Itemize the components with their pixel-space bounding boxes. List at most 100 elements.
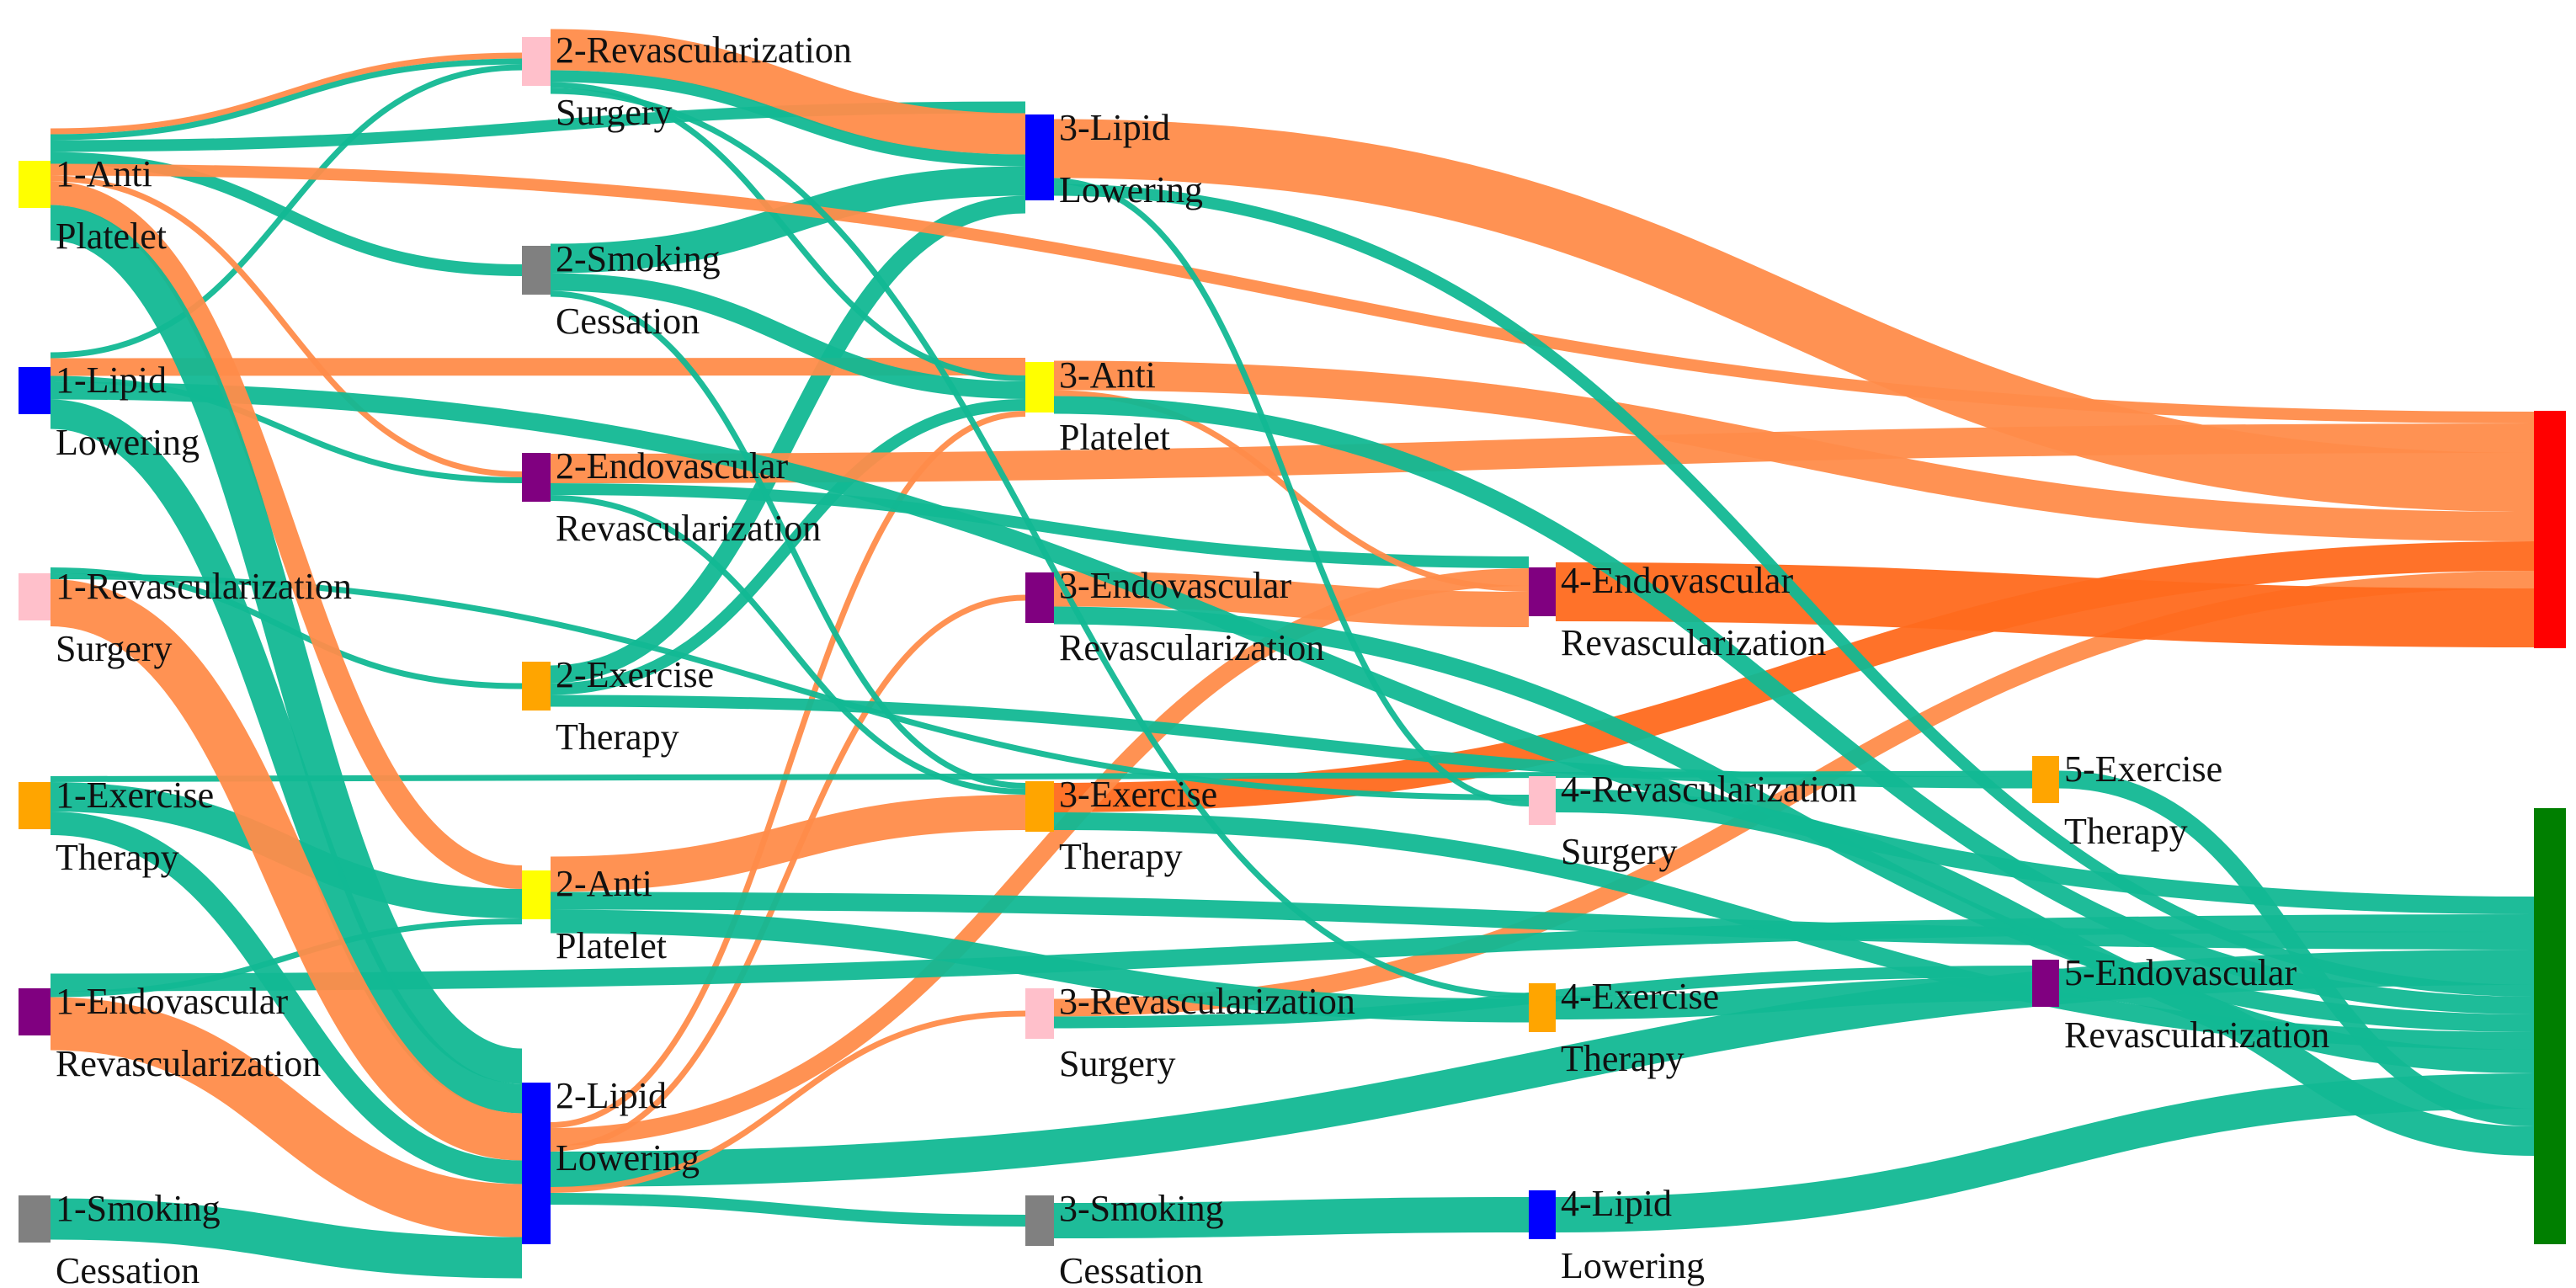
node-label-n4_ev-line-0: 4-Endovascular — [1561, 560, 1793, 601]
link-n1_ap-to-n2_rs — [50, 58, 523, 141]
link-n1_ap-to-n2_ap — [50, 181, 523, 889]
node-n4_rs — [1529, 776, 1556, 825]
link-n2_ap-to-n3_ex — [550, 795, 1026, 892]
link-n2_ll-to-n3_rs — [550, 1010, 1026, 1193]
node-label-n1_rs-line-1: Surgery — [56, 628, 173, 669]
link-n2_ex-to-n3_ap — [550, 399, 1026, 695]
link-n2_rs-to-n3_ll — [550, 70, 1026, 167]
node-n2_ev — [522, 453, 551, 502]
link-n1_rs-to-n2_ll — [49, 579, 524, 1161]
node-n2_ex — [522, 662, 551, 711]
link-n2_rs-to-n4_ex — [550, 88, 1530, 999]
node-label-n3_ll-line-1: Lowering — [1059, 169, 1203, 210]
link-n1_ap-to-n2_sc — [50, 152, 523, 276]
link-n2_ev-to-n4_ev — [550, 483, 1530, 568]
link-n3_ap-to-out_green — [1053, 396, 2535, 1014]
node-label-n1_rs-line-0: 1-Revascularization — [56, 566, 352, 607]
node-label-n2_rs-line-0: 2-Revascularization — [556, 29, 852, 71]
node-label-n4_rs-line-1: Surgery — [1561, 831, 1678, 872]
link-n1_ex-to-n2_ll — [50, 812, 523, 1184]
link-n2_sc-to-n3_ap — [550, 273, 1026, 399]
node-label-n1_ev-line-1: Revascularization — [56, 1043, 321, 1084]
node-n5_ev — [2032, 960, 2059, 1007]
node-label-n1_sc-line-1: Cessation — [56, 1250, 200, 1288]
node-label-n3_ev-line-1: Revascularization — [1059, 627, 1324, 668]
link-n4_ex-to-n5_ev — [1555, 977, 2033, 1019]
link-n2_ap-to-n4_ex — [550, 909, 1530, 1023]
link-n3_sc-to-n4_ll — [1053, 1197, 1530, 1238]
node-n1_rs — [19, 573, 51, 620]
node-label-n2_sc-line-0: 2-Smoking — [556, 238, 721, 279]
node-n3_rs — [1025, 988, 1054, 1039]
node-n2_ap — [522, 870, 551, 919]
node-n2_ll — [522, 1083, 551, 1244]
node-label-n1_ll-line-1: Lowering — [56, 422, 200, 463]
node-label-n1_ex-line-1: Therapy — [56, 837, 179, 878]
link-n3_ll-to-out_green — [1053, 184, 2535, 997]
node-label-n5_ex-line-1: Therapy — [2064, 811, 2188, 852]
node-n3_sc — [1025, 1195, 1054, 1246]
link-n1_ap-to-n2_ll — [49, 205, 524, 1084]
link-n1_ap-to-n2_rs — [50, 52, 523, 135]
node-label-n4_rs-line-0: 4-Revascularization — [1561, 769, 1857, 810]
node-label-n3_ap-line-0: 3-Anti — [1059, 354, 1156, 396]
node-label-n3_rs-line-0: 3-Revascularization — [1059, 981, 1355, 1022]
node-label-n1_ap-line-1: Platelet — [56, 216, 167, 257]
link-n1_sc-to-n2_ll — [50, 1198, 523, 1279]
node-label-n4_ex-line-0: 4-Exercise — [1561, 976, 1719, 1017]
link-n1_ev-to-n2_ap — [50, 918, 523, 998]
node-label-n4_ll-line-0: 4-Lipid — [1561, 1183, 1672, 1224]
node-n1_ll — [19, 367, 51, 414]
node-n4_ll — [1529, 1190, 1556, 1239]
node-label-n5_ev-line-1: Revascularization — [2064, 1014, 2329, 1056]
node-label-n5_ex-line-0: 5-Exercise — [2064, 748, 2222, 790]
node-label-n2_ll-line-0: 2-Lipid — [556, 1075, 667, 1116]
node-n3_ap — [1025, 362, 1054, 412]
node-n1_ap — [19, 161, 51, 208]
node-n2_sc — [522, 246, 551, 295]
node-label-n4_ev-line-1: Revascularization — [1561, 622, 1826, 663]
node-label-n1_ll-line-0: 1-Lipid — [56, 359, 167, 401]
link-n2_ll-to-n3_sc — [550, 1193, 1026, 1227]
node-label-n5_ev-line-0: 5-Endovascular — [2064, 952, 2297, 993]
link-n2_rs-to-n3_ll — [550, 29, 1026, 155]
node-label-n3_sc-line-0: 3-Smoking — [1059, 1188, 1224, 1229]
link-n1_ll-to-n2_ll — [50, 399, 523, 1114]
node-out_green — [2534, 808, 2566, 1244]
link-n3_ll-to-out_red — [1053, 119, 2535, 512]
node-label-n2_ll-line-1: Lowering — [556, 1137, 700, 1179]
node-label-n3_ll-line-0: 3-Lipid — [1059, 107, 1170, 148]
node-label-n3_ex-line-1: Therapy — [1059, 836, 1183, 877]
node-label-n3_ev-line-0: 3-Endovascular — [1059, 565, 1291, 606]
node-n1_sc — [19, 1195, 51, 1243]
node-label-n3_ap-line-1: Platelet — [1059, 417, 1170, 458]
node-label-n1_ap-line-0: 1-Anti — [56, 153, 152, 194]
link-n4_ev-to-out_red — [1555, 562, 2535, 647]
link-n2_sc-to-n3_ll — [550, 166, 1026, 274]
node-label-n2_rs-line-1: Surgery — [556, 92, 673, 133]
node-label-n2_ex-line-0: 2-Exercise — [556, 654, 714, 695]
node-label-n2_ap-line-0: 2-Anti — [556, 863, 652, 904]
node-label-n3_ex-line-0: 3-Exercise — [1059, 774, 1217, 815]
node-label-n1_sc-line-0: 1-Smoking — [56, 1188, 221, 1229]
node-label-n2_ev-line-1: Revascularization — [556, 508, 821, 549]
node-label-n3_sc-line-1: Cessation — [1059, 1250, 1203, 1288]
node-label-n4_ex-line-1: Therapy — [1561, 1038, 1685, 1079]
link-n2_sc-to-n3_ex — [550, 290, 1026, 789]
node-n2_rs — [522, 37, 551, 86]
links-layer — [49, 29, 2535, 1279]
link-n2_ev-to-n3_ex — [550, 495, 1026, 795]
node-n1_ev — [19, 988, 51, 1035]
link-n3_ll-to-n4_rs — [1053, 178, 1530, 806]
node-n3_ex — [1025, 781, 1054, 832]
node-n4_ev — [1529, 567, 1556, 616]
link-n4_rs-to-out_green — [1555, 789, 2535, 1073]
node-n1_ex — [19, 782, 51, 829]
node-n5_ex — [2032, 756, 2059, 803]
link-n1_rs-to-n4_rs — [50, 573, 1530, 801]
node-n3_ll — [1025, 114, 1054, 200]
node-label-n2_ev-line-0: 2-Endovascular — [556, 445, 788, 487]
node-label-n1_ev-line-0: 1-Endovascular — [56, 981, 288, 1022]
node-label-n2_ap-line-1: Platelet — [556, 925, 667, 966]
